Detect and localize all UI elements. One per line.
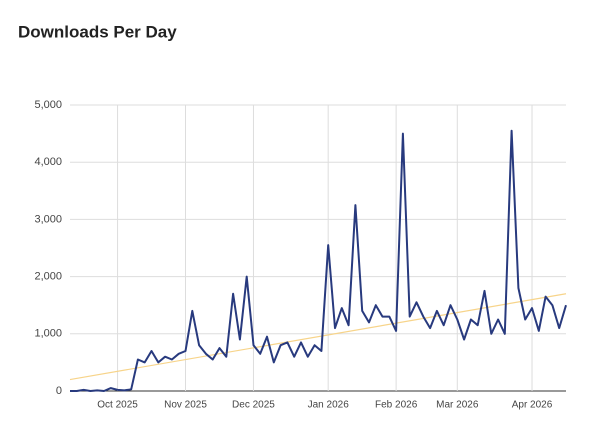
y-tick-label: 5,000 [34,99,62,111]
data-line [70,129,567,392]
y-tick-label: 1,000 [34,328,62,340]
chart-title: Downloads Per Day [18,22,177,41]
trend-line [69,293,567,381]
x-tick-label: Feb 2026 [375,400,418,411]
x-tick-label: Dec 2025 [232,400,275,411]
y-tick-label: 2,000 [34,271,62,283]
y-tick-label: 4,000 [34,156,62,168]
x-tick-label: Oct 2025 [97,400,138,411]
x-tick-label: Jan 2026 [308,400,350,411]
x-tick-label: Nov 2025 [164,400,207,411]
y-tick-label: 3,000 [34,213,62,225]
x-tick-label: Mar 2026 [436,400,479,411]
y-tick-label: 0 [56,385,62,397]
x-tick-label: Apr 2026 [512,400,553,411]
